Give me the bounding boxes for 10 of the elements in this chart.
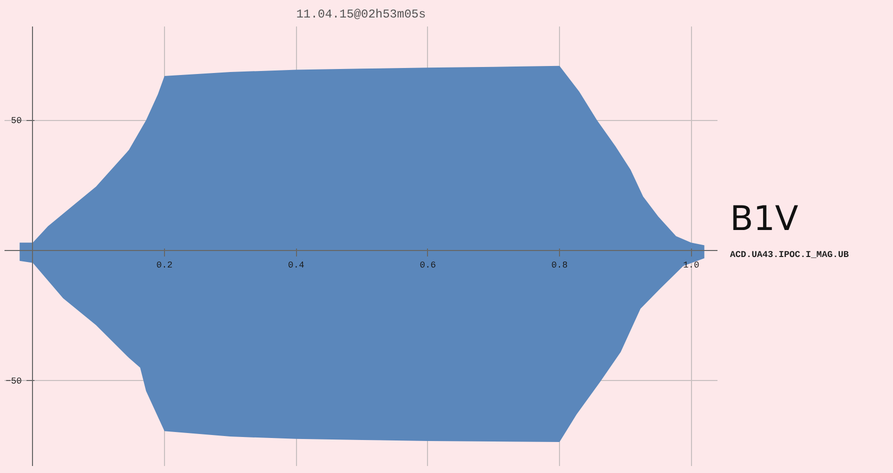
text: ACD.UA43.IPOC.I_MAG.UB	[730, 249, 849, 262]
x-tick-label: 0.6	[420, 260, 436, 270]
text: B1V	[730, 198, 800, 241]
chart-title: 11.04.15@02h53m05s	[296, 8, 426, 22]
x-tick-label: 0.4	[288, 260, 304, 270]
x-tick-label: 0.8	[551, 260, 568, 270]
y-tick-label: −50	[6, 376, 22, 387]
x-tick-label: 1.0	[683, 260, 700, 270]
x-tick-label: 0.2	[156, 260, 173, 270]
y-tick-label: 50	[11, 116, 22, 126]
